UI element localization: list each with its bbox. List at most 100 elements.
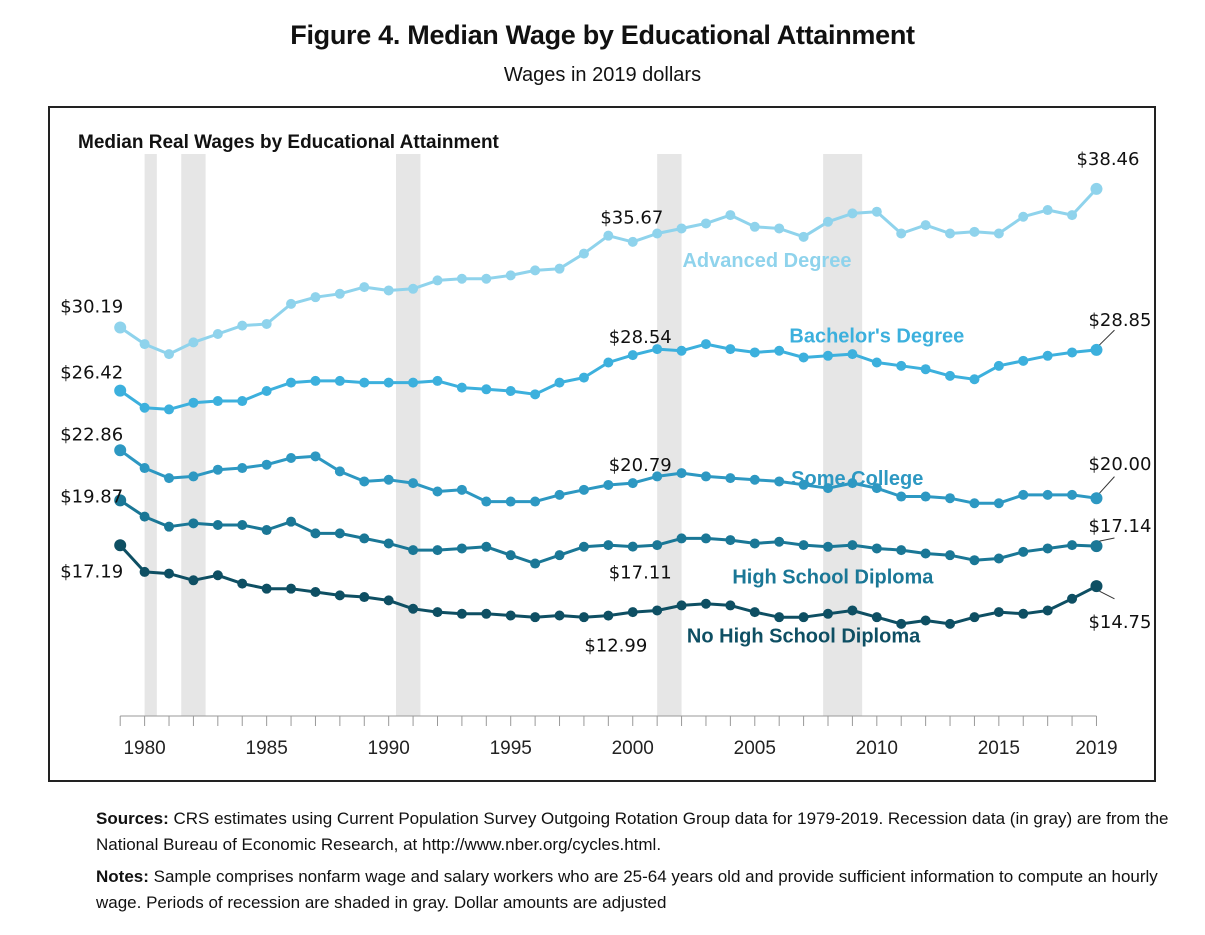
data-point xyxy=(700,471,711,482)
data-point xyxy=(481,541,492,552)
recession-band xyxy=(144,154,157,716)
data-point xyxy=(798,540,809,551)
data-point xyxy=(188,397,199,408)
recession-bands xyxy=(144,154,863,716)
data-point xyxy=(749,347,760,358)
data-point xyxy=(408,283,419,294)
series-name-label: Advanced Degree xyxy=(682,250,851,272)
data-point xyxy=(212,464,223,475)
data-point xyxy=(774,345,785,356)
data-point xyxy=(993,553,1004,564)
data-point xyxy=(505,270,516,281)
data-point xyxy=(969,226,980,237)
data-point xyxy=(700,598,711,609)
data-point xyxy=(603,479,614,490)
value-label: $17.14 xyxy=(1088,516,1151,537)
data-point xyxy=(530,496,541,507)
data-point xyxy=(359,533,370,544)
line-chart: 1980 1985 1990 1995 2000 2005 2010 2015 2019 Adv… xyxy=(60,132,1151,759)
value-label: $12.99 xyxy=(584,636,647,657)
data-point xyxy=(1042,489,1053,500)
data-point xyxy=(554,610,565,621)
data-point xyxy=(114,384,127,397)
data-point xyxy=(896,228,907,239)
data-point xyxy=(261,385,272,396)
data-point xyxy=(554,263,565,274)
figure-title: Figure 4. Median Wage by Educational Att… xyxy=(290,20,915,50)
data-point xyxy=(896,545,907,556)
data-point xyxy=(1090,182,1103,195)
data-point xyxy=(505,610,516,621)
figure-subtitle: Wages in 2019 dollars xyxy=(503,64,702,86)
data-point xyxy=(114,444,127,457)
data-point xyxy=(1042,205,1053,216)
data-point xyxy=(237,463,248,474)
data-point xyxy=(481,496,492,507)
data-point xyxy=(847,208,858,219)
data-point xyxy=(1067,347,1078,358)
data-point xyxy=(237,320,248,331)
data-point xyxy=(286,377,297,388)
data-point xyxy=(164,568,175,579)
data-point xyxy=(823,608,833,619)
data-point xyxy=(164,349,175,360)
x-tick-label: 1985 xyxy=(246,738,288,759)
data-point xyxy=(627,350,638,361)
data-point xyxy=(847,478,858,489)
x-axis: 1980 1985 1990 1995 2000 2005 2010 2015 2019 xyxy=(119,715,1118,759)
chart-frame: 1980 1985 1990 1995 2000 2005 2010 2015 2019 Adv… xyxy=(48,106,1156,782)
data-point xyxy=(1067,540,1078,551)
data-point xyxy=(578,248,589,259)
data-point xyxy=(334,528,345,539)
data-point xyxy=(188,575,199,586)
data-point xyxy=(164,473,175,484)
data-point xyxy=(261,459,272,470)
data-point xyxy=(969,374,980,385)
data-point xyxy=(920,548,931,559)
data-point xyxy=(774,223,785,234)
data-point xyxy=(676,468,687,479)
data-point xyxy=(408,478,419,489)
data-point xyxy=(334,288,345,299)
data-point xyxy=(774,476,785,487)
data-point xyxy=(578,541,589,552)
data-point xyxy=(920,220,931,231)
recession-band xyxy=(823,154,863,716)
data-point xyxy=(456,608,467,619)
data-point xyxy=(725,344,736,355)
data-point xyxy=(237,520,248,531)
data-point xyxy=(725,600,736,611)
data-point xyxy=(676,533,687,544)
data-point xyxy=(1018,608,1029,619)
data-point xyxy=(1018,355,1029,366)
data-point xyxy=(1067,210,1078,221)
data-point xyxy=(530,612,541,623)
data-point xyxy=(1018,546,1029,557)
chart-title: Median Real Wages by Educational Attainm… xyxy=(78,132,500,153)
data-point xyxy=(114,321,127,334)
data-point xyxy=(359,476,370,487)
data-point xyxy=(310,292,321,303)
data-point xyxy=(945,493,956,504)
data-point xyxy=(383,377,394,388)
data-point xyxy=(139,402,150,413)
annotation-leader xyxy=(1099,537,1115,542)
data-point xyxy=(212,520,223,531)
data-point xyxy=(969,555,980,566)
data-point xyxy=(603,540,614,551)
data-point xyxy=(139,463,150,474)
value-label: $28.85 xyxy=(1088,310,1151,331)
data-point xyxy=(652,228,663,239)
value-label: $22.86 xyxy=(60,424,123,445)
data-point xyxy=(212,329,223,340)
data-point xyxy=(139,566,150,577)
x-tick-label: 1980 xyxy=(123,738,165,759)
recession-band xyxy=(657,154,682,716)
data-point xyxy=(676,600,687,611)
data-point xyxy=(627,236,638,247)
data-point xyxy=(164,404,175,415)
value-label: $26.42 xyxy=(60,363,123,384)
data-point xyxy=(286,516,297,527)
data-point xyxy=(310,528,321,539)
data-point xyxy=(652,344,663,355)
